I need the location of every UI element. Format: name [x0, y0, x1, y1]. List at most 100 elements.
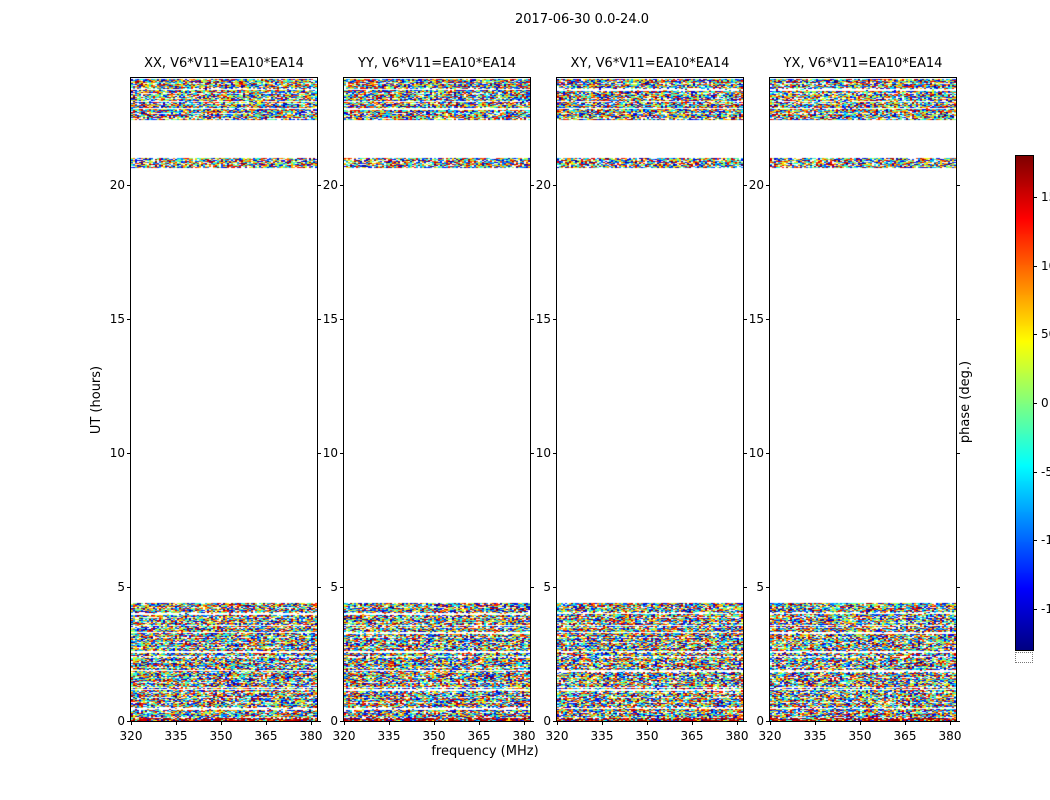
colorbar-tick-mark	[1033, 266, 1037, 267]
y-tick-label: 5	[117, 580, 125, 594]
subplot-yx: YX, V6*V11=EA10*EA14 320 335 350 365 380 0 5 10…	[749, 56, 962, 743]
y-tick-mark	[553, 587, 557, 588]
x-tick-mark	[905, 721, 906, 725]
heatmap-canvas-yy	[344, 78, 530, 721]
x-tick-label: 350	[848, 729, 872, 743]
y-tick-mark	[340, 587, 344, 588]
subplot-yy: YY, V6*V11=EA10*EA14 320 335 350 365 380 0 5 10…	[323, 56, 536, 743]
x-tick-mark	[344, 721, 345, 725]
y-tick-mark	[766, 319, 770, 320]
x-tick-label: 335	[377, 729, 401, 743]
y-tick-mark	[766, 185, 770, 186]
x-tick-label: 380	[725, 729, 749, 743]
y-tick-label: 0	[330, 714, 338, 728]
y-tick-label: 15	[109, 312, 125, 326]
x-tick-label: 365	[254, 729, 278, 743]
y-tick-mark	[530, 185, 534, 186]
x-tick-mark	[176, 721, 177, 725]
y-tick-mark	[530, 319, 534, 320]
y-tick-mark	[530, 453, 534, 454]
subplot-xy: XY, V6*V11=EA10*EA14 320 335 350 365 380 0 5 10…	[536, 56, 749, 743]
y-tick-label: 5	[543, 580, 551, 594]
y-tick-mark	[743, 185, 747, 186]
x-tick-label: 350	[209, 729, 233, 743]
subplot-title-yx: YX, V6*V11=EA10*EA14	[783, 56, 943, 71]
y-tick-label: 20	[748, 178, 764, 192]
y-tick-mark	[317, 587, 321, 588]
y-tick-mark	[127, 721, 131, 722]
y-tick-label: 0	[117, 714, 125, 728]
y-tick-label: 5	[756, 580, 764, 594]
y-tick-mark	[340, 721, 344, 722]
colorbar-tick-label: -100	[1041, 533, 1050, 547]
y-tick-mark	[317, 721, 321, 722]
y-axis-label: UT (hours)	[89, 365, 104, 435]
colorbar-gradient	[1016, 156, 1033, 650]
y-tick-mark	[956, 185, 960, 186]
x-tick-label: 320	[758, 729, 782, 743]
y-tick-mark	[743, 319, 747, 320]
x-tick-label: 320	[545, 729, 569, 743]
y-tick-mark	[956, 319, 960, 320]
x-tick-label: 335	[803, 729, 827, 743]
subplot-title-yy: YY, V6*V11=EA10*EA14	[358, 56, 516, 71]
x-tick-mark	[557, 721, 558, 725]
y-tick-label: 10	[109, 446, 125, 460]
y-tick-mark	[317, 453, 321, 454]
colorbar-tick-mark	[1033, 334, 1037, 335]
x-tick-mark	[479, 721, 480, 725]
colorbar-label: phase (deg.)	[958, 360, 973, 444]
x-tick-mark	[311, 721, 312, 725]
x-tick-label: 335	[164, 729, 188, 743]
heatmap-canvas-xy	[557, 78, 743, 721]
y-tick-mark	[553, 185, 557, 186]
y-tick-mark	[127, 185, 131, 186]
y-tick-label: 20	[535, 178, 551, 192]
colorbar-tick-mark	[1033, 540, 1037, 541]
y-tick-mark	[127, 453, 131, 454]
x-tick-mark	[692, 721, 693, 725]
x-tick-mark	[770, 721, 771, 725]
x-tick-mark	[815, 721, 816, 725]
y-tick-mark	[743, 721, 747, 722]
y-tick-mark	[317, 319, 321, 320]
y-tick-mark	[530, 587, 534, 588]
y-tick-mark	[956, 453, 960, 454]
colorbar-tick-label: -50	[1041, 465, 1050, 479]
x-tick-mark	[221, 721, 222, 725]
x-axis-label: frequency (MHz)	[431, 744, 539, 759]
x-tick-mark	[602, 721, 603, 725]
subplot-xx: XX, V6*V11=EA10*EA14 320 335 350 365 380 0 5 10…	[110, 56, 323, 743]
heatmap-canvas-xx	[131, 78, 317, 721]
colorbar-tick-mark	[1033, 472, 1037, 473]
x-tick-mark	[737, 721, 738, 725]
y-tick-label: 10	[322, 446, 338, 460]
y-tick-mark	[553, 453, 557, 454]
x-tick-label: 380	[299, 729, 323, 743]
y-tick-mark	[766, 587, 770, 588]
y-tick-label: 15	[322, 312, 338, 326]
subplot-title-xx: XX, V6*V11=EA10*EA14	[144, 56, 304, 71]
y-tick-mark	[956, 587, 960, 588]
y-tick-mark	[766, 721, 770, 722]
colorbar-tick-label: 100	[1041, 259, 1050, 273]
colorbar-tick-label: 50	[1041, 327, 1050, 341]
colorbar-extend-box	[1015, 652, 1033, 663]
x-tick-label: 365	[680, 729, 704, 743]
y-tick-mark	[317, 185, 321, 186]
colorbar-tick-label: 0	[1041, 396, 1049, 410]
x-tick-label: 380	[938, 729, 962, 743]
y-tick-label: 5	[330, 580, 338, 594]
y-tick-mark	[340, 319, 344, 320]
y-tick-mark	[553, 721, 557, 722]
colorbar-tick-mark	[1033, 609, 1037, 610]
x-tick-label: 365	[893, 729, 917, 743]
y-tick-label: 20	[322, 178, 338, 192]
y-tick-mark	[340, 453, 344, 454]
x-tick-label: 365	[467, 729, 491, 743]
y-tick-label: 15	[748, 312, 764, 326]
x-tick-mark	[950, 721, 951, 725]
y-tick-mark	[743, 453, 747, 454]
heatmap-canvas-yx	[770, 78, 956, 721]
